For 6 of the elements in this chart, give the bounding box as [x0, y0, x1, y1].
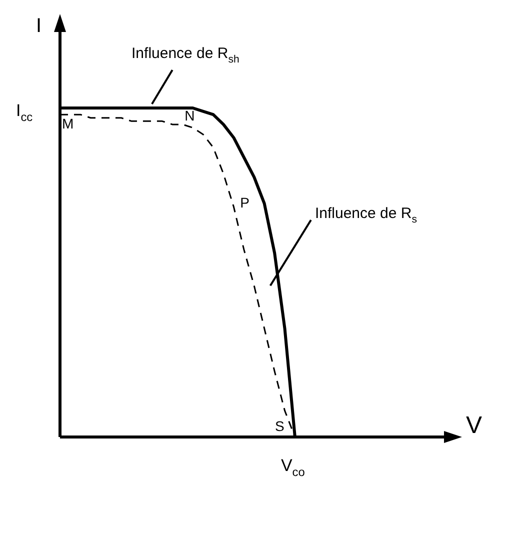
- annotation: S: [274, 418, 284, 434]
- y-axis-title: I: [36, 15, 42, 37]
- x-axis-title: V: [466, 412, 482, 439]
- annotation: N: [184, 107, 195, 124]
- annotation: M: [62, 116, 74, 132]
- annotation: P: [240, 194, 250, 210]
